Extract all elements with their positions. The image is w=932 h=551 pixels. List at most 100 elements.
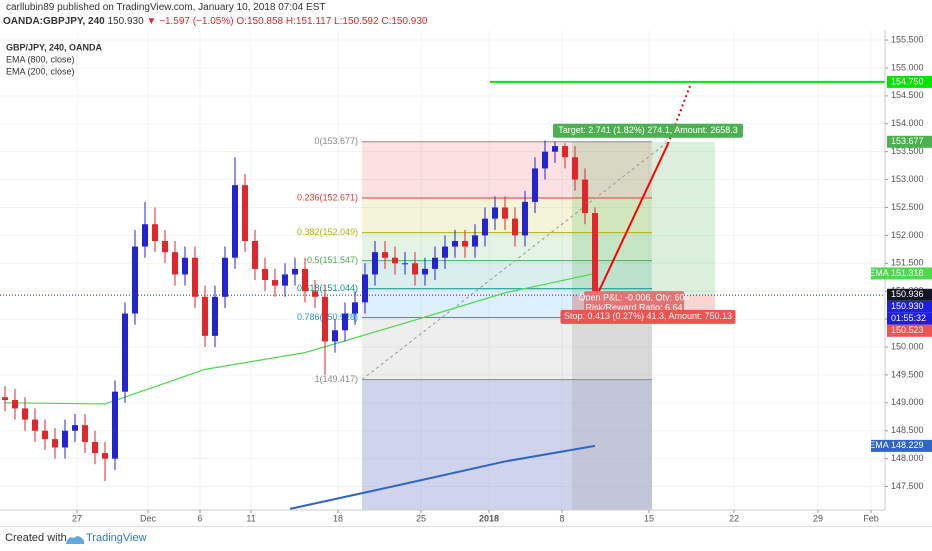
- stop-label-bg: [560, 309, 736, 324]
- y-tick-label: 155.500: [891, 34, 924, 44]
- price-badge: [887, 324, 932, 337]
- y-tick-label: 152.500: [891, 202, 924, 212]
- ratio-label: Risk/Reward Ratio: 6.64: [585, 302, 682, 312]
- trade-arrow: [597, 143, 669, 294]
- candle-body: [482, 218, 488, 236]
- candle-body: [272, 280, 278, 286]
- candle-body: [542, 151, 548, 169]
- candle-body: [502, 207, 508, 219]
- fib-band: [362, 141, 652, 198]
- candle-body: [212, 296, 218, 336]
- candle-body: [392, 257, 398, 264]
- candle-body: [592, 213, 598, 296]
- x-tick-label: 25: [416, 513, 426, 523]
- symbol: OANDA:GBPJPY, 240: [3, 16, 105, 27]
- stop-label: Stop: 0.413 (0.27%) 41.3, Amount: 750.13: [564, 311, 732, 321]
- candle-body: [52, 439, 58, 448]
- ohlc: O:150.858 H:151.117 L:150.592 C:150.930: [236, 16, 428, 27]
- candle-body: [142, 224, 148, 247]
- countdown: 01:55:32: [891, 313, 926, 323]
- candle-body: [582, 179, 588, 214]
- fib-label: 0.618(151.044): [297, 283, 358, 293]
- x-tick-label: 18: [333, 513, 343, 523]
- y-tick-label: 153.500: [891, 146, 924, 156]
- candle-body: [2, 397, 8, 401]
- candle-body: [72, 425, 78, 431]
- candle-body: [132, 246, 138, 314]
- candle-body: [62, 430, 68, 448]
- x-tick-label: 2018: [479, 513, 499, 523]
- y-tick-label: 155.000: [891, 62, 924, 72]
- y-tick-label: 147.500: [891, 481, 924, 491]
- target-label: Target: 2.741 (1.82%) 274.1, Amount: 265…: [558, 125, 738, 135]
- candle-body: [492, 207, 498, 219]
- fib-label: 0.236(152.671): [297, 192, 358, 202]
- last-price: 150.930: [107, 16, 144, 27]
- header: carllubin89 published on TradingView.com…: [0, 0, 932, 30]
- quote-line: OANDA:GBPJPY, 240 150.930 ▼ −1.597 (−1.0…: [3, 16, 427, 27]
- y-tick-label: 151.500: [891, 258, 924, 268]
- candle-body: [12, 400, 18, 409]
- candle-body: [32, 419, 38, 431]
- candle-body: [22, 408, 28, 420]
- x-tick-label: 29: [813, 513, 823, 523]
- y-tick-label: 148.500: [891, 425, 924, 435]
- candle-body: [342, 313, 348, 331]
- candle-body: [202, 296, 208, 336]
- fib-label: 0.5(151.547): [307, 255, 358, 265]
- candle-body: [82, 425, 88, 442]
- candle-body: [172, 252, 178, 275]
- fib-band: [362, 232, 652, 261]
- fib-trend: [361, 141, 669, 380]
- candle-body: [222, 257, 228, 297]
- candle-body: [562, 146, 568, 158]
- candle-body: [112, 391, 118, 459]
- candle-body: [432, 257, 438, 269]
- price-badge-label: 150.936: [891, 289, 924, 299]
- candle-body: [382, 252, 388, 258]
- fib-band: [362, 260, 652, 289]
- candle-body: [192, 257, 198, 297]
- price-badge: [887, 300, 932, 313]
- y-tick-label: 152.000: [891, 230, 924, 240]
- candle-body: [362, 274, 368, 303]
- x-tick-label: 6: [197, 513, 202, 523]
- fib-label: 0.382(152.049): [297, 227, 358, 237]
- candle-body: [402, 263, 408, 265]
- candle-body: [412, 263, 418, 275]
- change: ▼ −1.597 (−1.05%): [146, 16, 234, 27]
- ema-tag: [871, 267, 887, 280]
- logo: [66, 536, 84, 544]
- candle-body: [522, 201, 528, 236]
- candle-body: [452, 240, 458, 247]
- fib-label: 1(149.417): [314, 374, 358, 384]
- candle-body: [92, 441, 98, 454]
- y-tick-label: 149.500: [891, 369, 924, 379]
- time-range-shade: [572, 295, 652, 510]
- candle-body: [282, 274, 288, 286]
- candle-body: [42, 430, 48, 440]
- price-badge-label: 150.523: [891, 325, 924, 335]
- y-tick-label: 154.500: [891, 90, 924, 100]
- price-badge-label: 151.318: [891, 268, 924, 278]
- candle-body: [572, 157, 578, 180]
- candle-body: [352, 302, 358, 314]
- candle-body: [162, 240, 168, 253]
- candle-body: [472, 235, 478, 247]
- chart: 0(153.677) 0.236(152.671) 0.382(152.049) 0.…: [0, 30, 932, 526]
- candle-body: [442, 246, 448, 258]
- candle-body: [422, 268, 428, 275]
- ema-tag: [871, 439, 887, 452]
- brand: TradingView: [86, 532, 147, 544]
- x-tick-label: 27: [72, 513, 82, 523]
- candle-body: [532, 168, 538, 202]
- x-tick-label: 11: [246, 513, 255, 523]
- price-badge: [887, 288, 932, 301]
- ema-line: [289, 444, 596, 510]
- fib-extension-area: [362, 379, 652, 510]
- price-badge: [887, 439, 932, 452]
- x-tick-label: 15: [644, 513, 654, 523]
- created-with: Created with: [5, 532, 67, 544]
- price-badge: [887, 135, 932, 148]
